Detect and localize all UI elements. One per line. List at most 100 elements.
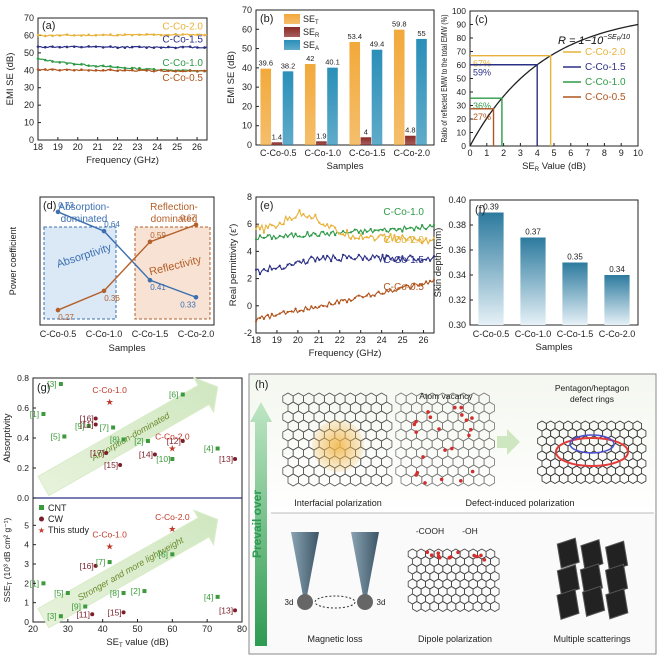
y-tick-label: 0.36 [448, 245, 466, 255]
bar [416, 38, 427, 145]
y-tick-label: 10 [457, 128, 467, 138]
y-tick-label: 0 [461, 141, 466, 151]
series-point [381, 229, 384, 232]
series-point [65, 33, 69, 36]
data-label: 0.36 [104, 294, 120, 303]
legend-entry-sub: A [315, 46, 319, 52]
series-point [270, 224, 273, 227]
x-tick-label: C-Co-1.5 [132, 329, 169, 339]
x-tick-label: 20 [73, 142, 83, 152]
series-point [188, 45, 192, 48]
series-point [130, 33, 134, 37]
series-point [196, 70, 199, 73]
series-point [397, 236, 400, 240]
series-point [55, 209, 61, 215]
region-box-absorption [43, 226, 117, 320]
series-point [357, 237, 360, 240]
point-label: [7] [99, 423, 108, 433]
series-point [389, 228, 392, 231]
series-point [94, 65, 98, 68]
series-point [322, 304, 325, 308]
panel-label: (d) [43, 200, 56, 212]
series-point [424, 237, 428, 240]
series-label: C-Co-1.0 [162, 58, 203, 69]
series-point [377, 255, 380, 259]
x-axis-title: Samples [536, 342, 573, 353]
y-tick-label: 50 [242, 44, 252, 54]
point-label: [6] [159, 549, 168, 559]
point-cnt [86, 424, 91, 428]
series-point [330, 231, 333, 234]
series-point [302, 212, 305, 216]
series-point [87, 45, 90, 48]
series-point [314, 260, 317, 263]
series-point [138, 33, 141, 37]
vacancy-dot [467, 433, 471, 438]
bar [271, 142, 283, 145]
series-point [266, 270, 269, 273]
series-point [196, 33, 199, 37]
y-tick-label: 30 [242, 82, 252, 92]
bar [393, 29, 405, 145]
vacancy-dot [453, 405, 457, 410]
x-tick-label: C-Co-1.5 [557, 329, 594, 339]
x-axis-title-tail: Value (dB) [539, 161, 586, 172]
series-point [94, 33, 98, 37]
series-point [310, 255, 313, 258]
series-point [318, 234, 321, 238]
data-label: 1.4 [272, 132, 282, 141]
series-label: C-Co-1.5 [162, 34, 203, 45]
x-axis-title: Samples [327, 161, 364, 172]
point-cnt [142, 589, 147, 594]
series-point [294, 307, 297, 310]
point-label: [8] [110, 435, 119, 445]
series-point [401, 286, 404, 289]
series-point [385, 254, 388, 257]
series-point [417, 239, 420, 242]
x-tick-label: 80 [237, 624, 247, 634]
series-point [322, 230, 325, 233]
series-point [72, 68, 76, 72]
legend-entry: C-Co-2.0 [585, 47, 626, 58]
series-point [193, 222, 199, 228]
data-label: 4.8 [405, 126, 415, 135]
scatter-block [556, 564, 580, 596]
x-tick-label: 22 [335, 335, 345, 345]
panel-f-frame [469, 199, 639, 326]
x-tick-label: 22 [113, 142, 123, 152]
data-label: 0.67 [180, 214, 196, 223]
scatter-block [580, 539, 604, 571]
panel-d: Absorption-dominatedReflection-dominated… [8, 196, 215, 354]
series-point [377, 235, 380, 238]
exchange-loop [314, 595, 356, 609]
series-line [255, 223, 435, 241]
x-tick-label: 5 [551, 148, 556, 158]
series-point [424, 228, 428, 231]
series-point [393, 259, 396, 262]
series-point [302, 235, 305, 238]
y-tick-label: 0 [247, 140, 252, 150]
series-point [290, 232, 293, 235]
hex-cell [381, 473, 393, 487]
x-tick-label: C-Co-1.0 [86, 329, 123, 339]
vacancy-dot [414, 430, 418, 434]
x-axis-title: Frequency (GHz) [309, 348, 382, 359]
legend-entry: C-Co-0.5 [585, 92, 626, 103]
caption: Interfacial polarization [294, 498, 382, 508]
series-point [94, 69, 98, 72]
series-point [286, 235, 289, 238]
series-label: C-Co-0.5 [162, 73, 203, 84]
bar [327, 67, 338, 145]
point-cw [233, 608, 238, 613]
series-point [365, 236, 368, 239]
series-point [349, 299, 353, 302]
defect-ring-lattice [537, 420, 647, 484]
series-point [377, 229, 380, 232]
data-label: 38.2 [281, 61, 296, 70]
hex-cell [490, 601, 500, 612]
series-point [116, 46, 119, 50]
x-axis-title: SET value (dB) [106, 637, 168, 649]
orbital-label: 3d [285, 598, 294, 607]
series-point [389, 288, 392, 291]
series-point [337, 232, 341, 235]
